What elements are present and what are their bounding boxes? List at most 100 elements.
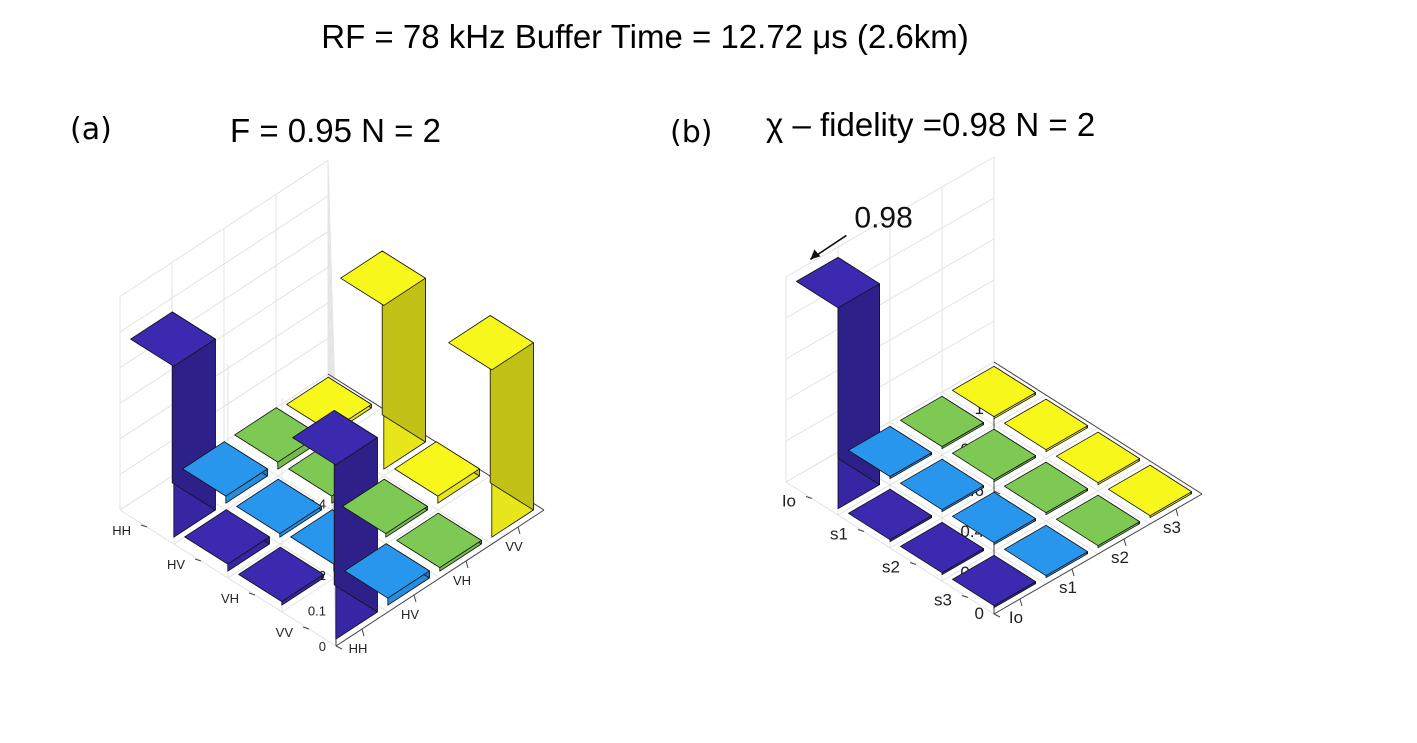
- chart-b-bar: [1003, 461, 1089, 516]
- chart-a-z-tick-label: 0: [319, 639, 326, 654]
- chart-a-col-label: HV: [401, 607, 419, 622]
- chart-b-z-tick-label: 0: [975, 604, 984, 623]
- chart-a-bar-top-face: [394, 441, 480, 497]
- chart-b-bar: [847, 425, 933, 480]
- chart-b-bar-top-face: [1055, 494, 1141, 547]
- chart-a-col-label: VH: [453, 573, 471, 588]
- chart-a-wall-grid: [119, 159, 329, 297]
- chart-b-bar-top-face: [951, 428, 1037, 481]
- chart-b-bar: [847, 488, 933, 543]
- chart-a-bar: [342, 478, 428, 538]
- chart-b-annotation-arrowhead: [810, 249, 821, 260]
- chart-b: 00.20.40.60.81Ios1s2s3Ios1s2s30.98: [782, 156, 1203, 627]
- chart-a-wall-grid: [119, 195, 329, 333]
- chart-b-bar-top-face: [899, 521, 985, 574]
- chart-a-bar-top-face: [342, 478, 428, 534]
- chart-b-row-tick: [961, 595, 969, 598]
- chart-b-row-label: s1: [830, 525, 848, 544]
- chart-b-z-tick-label: 1: [975, 399, 984, 418]
- chart-b-bar: [899, 395, 985, 450]
- chart-a-bar-top-face: [184, 509, 270, 565]
- chart-b-floor-grid: [941, 391, 1151, 525]
- chart-b-bar: [1003, 524, 1089, 579]
- chart-a-row-label: VH: [221, 591, 239, 606]
- chart-b-row-label: s3: [934, 591, 952, 610]
- chart-b-bar: [899, 521, 985, 576]
- chart-b-bar-top-face: [1003, 398, 1089, 451]
- chart-b-bar-top-face: [1055, 431, 1141, 484]
- chart-a-bar-top-face: [292, 409, 378, 466]
- chart-b-floor-grid: [941, 460, 1151, 582]
- chart-a-wall-grid: [119, 337, 329, 475]
- chart-a-row-tick: [194, 558, 202, 562]
- chart-a-col-axis: [335, 509, 545, 647]
- chart-b-col-axis: [993, 493, 1203, 615]
- chart-a-z-tick-label: 0.1: [308, 603, 326, 618]
- chart-a-bar-top-face: [448, 315, 534, 371]
- chart-b-bar-top-face: [951, 554, 1037, 607]
- chart-b-col-tick: [1071, 568, 1075, 577]
- chart-b-bar: [951, 491, 1037, 546]
- chart-b-col-tick: [1019, 598, 1023, 607]
- panel-a-title: F = 0.95 N = 2: [230, 112, 441, 149]
- chart-b-wall-grid: [785, 197, 995, 319]
- chart-b-col-label: Io: [1009, 608, 1023, 627]
- chart-b-row-tick: [805, 496, 813, 499]
- chart-b-z-tick: [993, 613, 1001, 618]
- chart-b-wall-grid: [785, 361, 995, 483]
- chart-a-bar-top-face: [130, 311, 216, 367]
- chart-a-row-tick: [248, 592, 256, 596]
- chart-a-bar-top-face: [236, 478, 322, 534]
- chart-a-row-label: VV: [276, 625, 294, 640]
- chart-b-row-axis: [993, 361, 1203, 495]
- chart-a-row-label: HH: [112, 523, 131, 538]
- chart-b-bar-top-face: [1003, 461, 1089, 514]
- chart-a-col-label: VV: [505, 539, 523, 554]
- chart-a-col-tick: [517, 526, 521, 535]
- chart-a-wall-grid: [119, 302, 329, 440]
- chart-b-bar-top-face: [847, 425, 933, 478]
- chart-b-bar: [899, 458, 985, 513]
- chart-a-bar-top-face: [344, 543, 430, 599]
- chart-a-col-tick: [465, 560, 469, 569]
- figure-title: RF = 78 kHz Buffer Time = 12.72 μs (2.6k…: [321, 18, 969, 55]
- chart-a-bar: [182, 441, 268, 504]
- chart-b-wall-grid: [785, 156, 995, 278]
- panel-a-label: (a): [70, 112, 112, 147]
- chart-b-bar: [1003, 398, 1089, 453]
- chart-a-col-tick: [413, 594, 417, 603]
- chart-b-row-tick: [909, 562, 917, 565]
- chart-b-bar-top-face: [1003, 524, 1089, 577]
- panel-b-title: χ – fidelity =0.98 N = 2: [766, 106, 1096, 143]
- chart-a-col-tick: [361, 628, 365, 637]
- chart-b-annotation-label: 0.98: [854, 201, 912, 234]
- chart-b-wall-grid: [785, 279, 995, 401]
- chart-a: 00.10.20.30.40.50.6HHHVVHVVHHHVVHVV: [112, 159, 545, 656]
- chart-a-bar-top-face: [340, 250, 426, 306]
- chart-b-bar: [951, 428, 1037, 483]
- chart-a-row-label: HV: [167, 557, 185, 572]
- chart-b-bar-top-face: [951, 365, 1037, 418]
- chart-a-bar: [344, 543, 430, 606]
- chart-b-row-label: Io: [782, 492, 796, 511]
- chart-a-bar-top-face: [396, 512, 482, 568]
- chart-a-bar: [396, 512, 482, 572]
- chart-a-bar: [448, 315, 534, 538]
- chart-a-bar: [340, 250, 426, 470]
- chart-a-col-label: HH: [349, 641, 368, 656]
- chart-b-z-tick: [993, 490, 1001, 495]
- chart-b-col-tick: [1175, 508, 1179, 517]
- chart-b-bar: [1055, 431, 1141, 486]
- chart-b-bar-top-face: [899, 458, 985, 511]
- chart-a-bar-top-face: [238, 546, 324, 602]
- chart-b-bar-top-face: [847, 488, 933, 541]
- chart-b-bar: [951, 365, 1037, 420]
- chart-a-row-tick: [302, 626, 310, 630]
- chart-a-bar-top-face: [182, 441, 268, 497]
- panel-b-label: (b): [670, 115, 713, 150]
- chart-a-bar: [394, 441, 480, 504]
- chart-b-col-label: s1: [1059, 578, 1077, 597]
- chart-a-z-tick: [335, 645, 343, 650]
- chart-b-col-tick: [1123, 538, 1127, 547]
